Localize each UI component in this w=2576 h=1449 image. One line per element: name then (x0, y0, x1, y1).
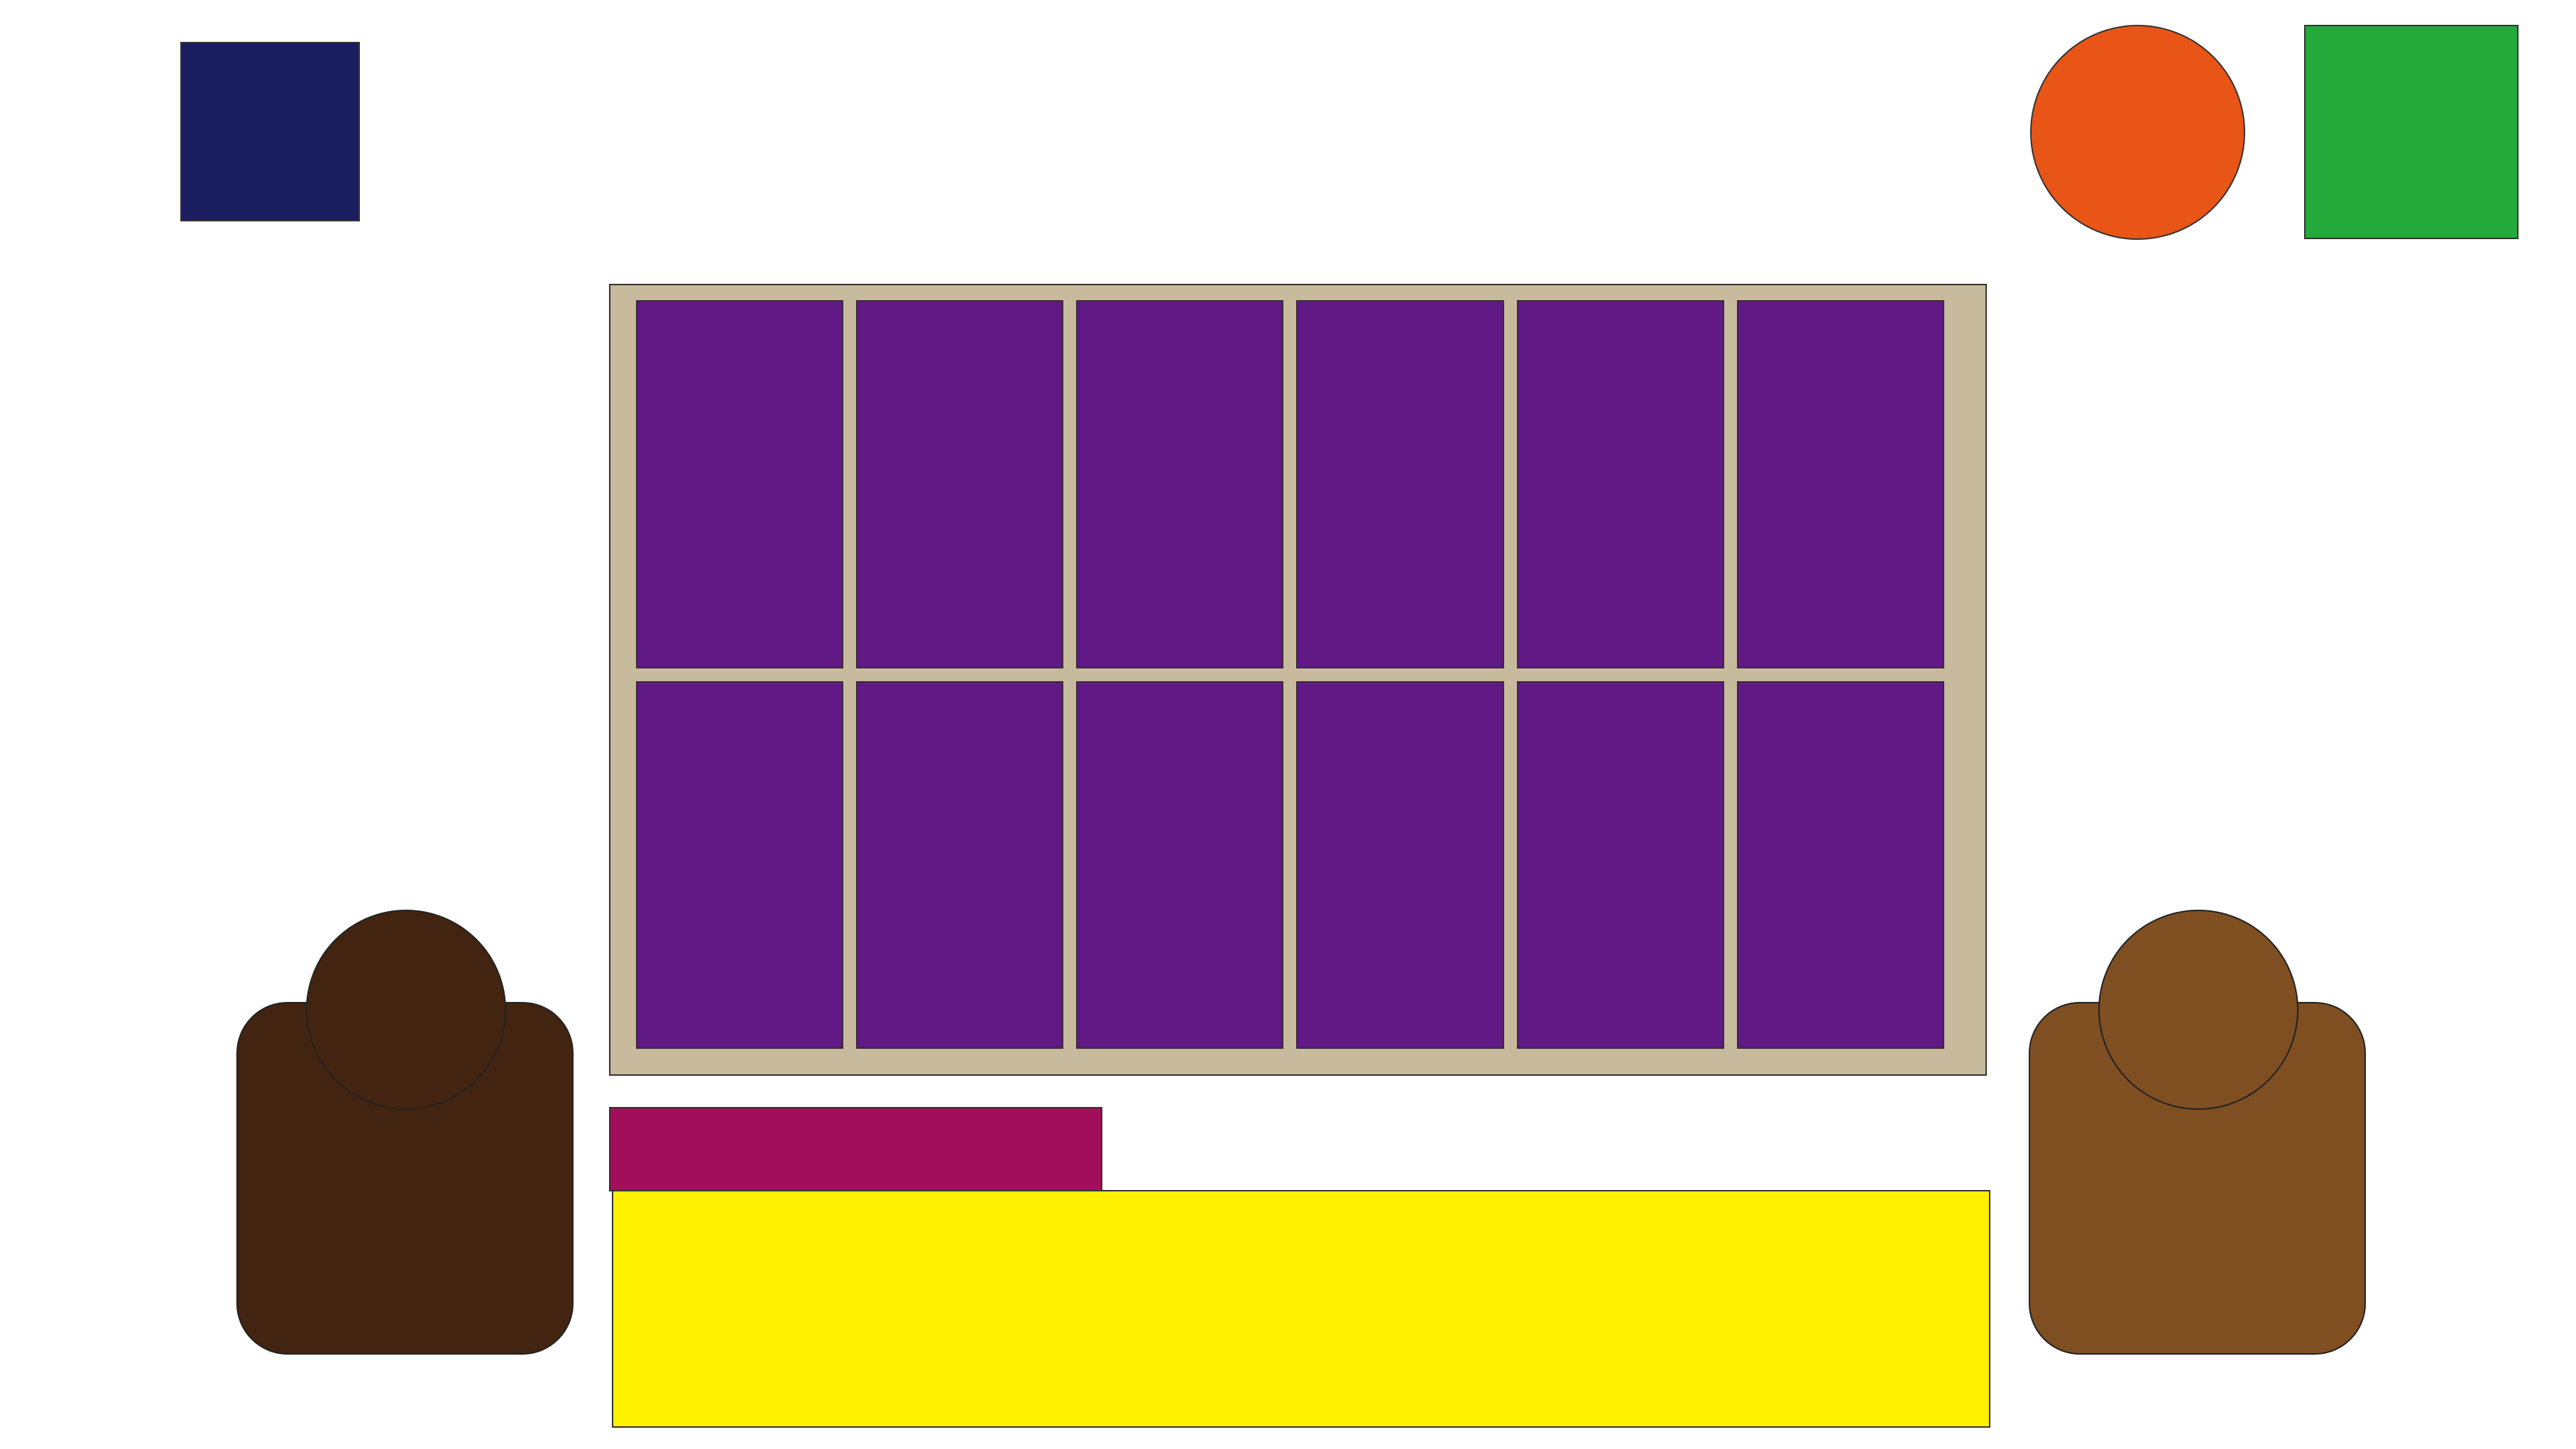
board-cell-11[interactable] (1516, 681, 1724, 1049)
player-left-head (306, 910, 506, 1110)
board-cell-7[interactable] (636, 681, 844, 1049)
player-left (236, 867, 574, 1357)
indicator-orange-circle (2030, 25, 2245, 240)
board-cell-6[interactable] (1736, 300, 1944, 668)
game-board (609, 284, 1987, 1076)
player-right (2029, 867, 2366, 1357)
board-cell-4[interactable] (1296, 300, 1504, 668)
indicator-navy-square (180, 42, 360, 221)
indicator-green-square (2304, 25, 2519, 239)
board-cell-2[interactable] (856, 300, 1064, 668)
board-cell-5[interactable] (1516, 300, 1724, 668)
board-cell-8[interactable] (856, 681, 1064, 1049)
board-cell-3[interactable] (1076, 300, 1284, 668)
answer-panel (612, 1190, 1990, 1428)
player-right-head (2098, 910, 2298, 1110)
board-cell-9[interactable] (1076, 681, 1284, 1049)
tab-bar[interactable] (609, 1107, 1102, 1191)
board-cell-12[interactable] (1736, 681, 1944, 1049)
board-cell-1[interactable] (636, 300, 844, 668)
board-cell-10[interactable] (1296, 681, 1504, 1049)
